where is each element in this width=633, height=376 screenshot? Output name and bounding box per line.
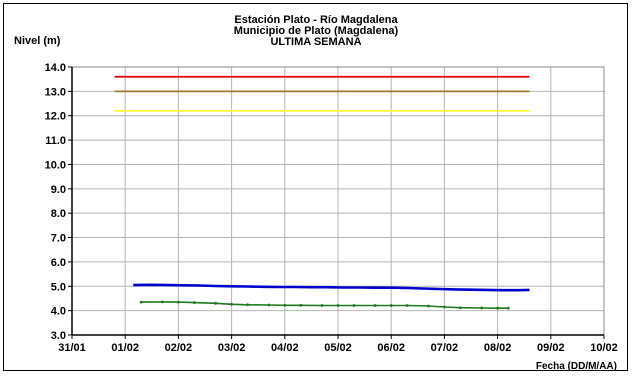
- series-2-point: [336, 304, 340, 307]
- series-2-point: [214, 301, 218, 305]
- series-2-point: [373, 304, 377, 307]
- x-tick-label: 02/02: [165, 342, 193, 354]
- x-tick-label: 07/02: [431, 342, 459, 354]
- series-2-point: [320, 304, 324, 307]
- series-2-point: [458, 306, 462, 310]
- threshold-lines: [114, 75, 530, 112]
- y-tick-label: 12.0: [45, 111, 66, 123]
- x-tick-label: 31/01: [58, 342, 86, 354]
- chart-title-line-2: Municipio de Plato (Magdalena): [234, 25, 399, 37]
- x-tick-label: 03/02: [218, 342, 246, 354]
- chart-frame: [3, 3, 628, 371]
- series-2-point: [299, 303, 303, 307]
- series-line-2: [141, 301, 509, 310]
- series-2-point: [427, 304, 430, 308]
- series-2-point: [177, 300, 180, 304]
- chart-title-line-1: Estación Plato - Río Magdalena: [234, 14, 398, 26]
- x-tick-label: 08/02: [484, 342, 512, 354]
- y-tick-label: 14.0: [45, 62, 66, 74]
- y-tick-label: 3.0: [51, 330, 66, 342]
- series-2-point: [405, 304, 409, 307]
- series-line-1: [133, 283, 530, 292]
- x-tick-label: 06/02: [377, 342, 405, 354]
- x-tick-label: 04/02: [271, 342, 299, 354]
- series-2-point: [230, 302, 234, 306]
- series-2-point: [246, 303, 249, 307]
- axes: [68, 66, 605, 339]
- y-tick-label: 7.0: [51, 233, 66, 245]
- series-2-point: [506, 306, 510, 310]
- y-tick-label: 5.0: [51, 281, 66, 293]
- series-2-point: [139, 300, 143, 304]
- series-2-point: [352, 304, 356, 307]
- x-tick-label: 09/02: [537, 342, 565, 354]
- y-axis-label: Nivel (m): [14, 35, 61, 47]
- y-tick-label: 13.0: [45, 86, 66, 98]
- x-axis-label: Fecha (DD/M/AA): [536, 361, 617, 372]
- y-tick-label: 11.0: [45, 135, 66, 147]
- y-tick-label: 8.0: [51, 208, 66, 220]
- x-tick-labels: 31/01 01/02 02/02 03/02 04/02 05/02 06/02 07/02…: [58, 342, 618, 354]
- y-tick-label: 9.0: [51, 184, 66, 196]
- series-2-point: [496, 306, 499, 310]
- chart-title-line-3: ULTIMA SEMANA: [270, 36, 361, 48]
- y-tick-label: 4.0: [51, 306, 66, 318]
- x-tick-label: 01/02: [111, 342, 139, 354]
- series-2-point: [389, 304, 393, 307]
- y-tick-label: 6.0: [51, 257, 66, 269]
- x-tick-label: 10/02: [590, 342, 618, 354]
- series-2-point: [443, 305, 446, 309]
- series-lines: [133, 283, 530, 310]
- series-2-point: [480, 306, 484, 310]
- series-2-point: [283, 303, 287, 307]
- y-tick-labels: 3.0 4.0 5.0 6.0 7.0 8.0 9.0 10.0 11.0 12.0 13.0 14.…: [45, 62, 66, 342]
- y-tick-label: 10.0: [45, 159, 66, 171]
- series-2-point: [192, 301, 196, 304]
- grid: [71, 66, 605, 336]
- series-2-point: [161, 300, 164, 304]
- series-2-point: [267, 303, 271, 307]
- x-tick-label: 05/02: [324, 342, 352, 354]
